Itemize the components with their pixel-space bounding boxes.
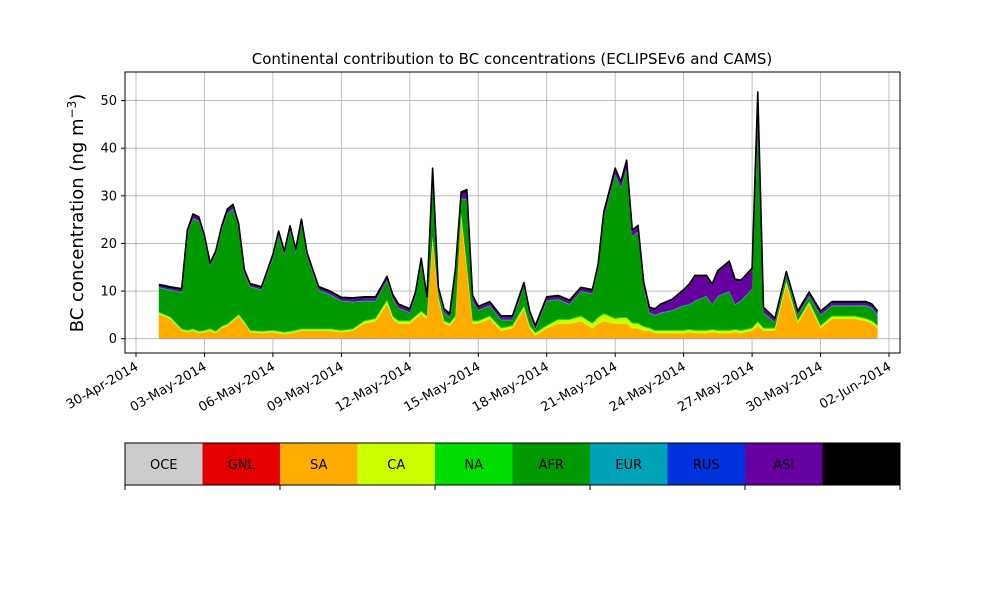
x-tick-label: 09-May-2014 — [265, 359, 347, 415]
legend-label-sa: SA — [310, 458, 327, 473]
legend-swatch-eur — [590, 443, 668, 485]
legend-label-ca: CA — [387, 458, 405, 473]
x-axis-ticks: 30-Apr-201403-May-201406-May-201409-May-… — [64, 353, 894, 415]
legend-label-oce: OCE — [150, 458, 178, 473]
legend-label-rus: RUS — [693, 458, 720, 473]
x-tick-label: 06-May-2014 — [196, 359, 278, 415]
legend-swatch-rus — [667, 443, 745, 485]
area-afr — [158, 130, 878, 333]
legend-swatch-ca — [357, 443, 435, 485]
y-tick-label: 20 — [100, 237, 117, 252]
x-tick-label: 03-May-2014 — [128, 359, 210, 415]
y-axis-label-close: ) — [67, 94, 88, 101]
legend-label-aus: AUS — [848, 458, 875, 473]
legend-swatch-asi — [745, 443, 823, 485]
plot-frame — [124, 71, 901, 354]
y-tick-label: 30 — [100, 189, 117, 204]
x-tick-label: 30-May-2014 — [744, 359, 826, 415]
stacked-areas — [158, 92, 878, 339]
legend-swatch-gnl — [202, 443, 280, 485]
legend-label-afr: AFR — [539, 458, 564, 473]
legend-swatch-sa — [280, 443, 358, 485]
total-line — [158, 91, 879, 327]
y-tick-label: 10 — [100, 285, 117, 300]
legend-label-gnl: GNL — [228, 458, 256, 473]
legend-swatch-oce — [125, 443, 203, 485]
x-tick-label: 02-Jun-2014 — [817, 359, 894, 412]
y-axis-ticks: 0 10 20 30 40 50 — [100, 94, 125, 347]
x-tick-label: 18-May-2014 — [470, 359, 552, 415]
y-axis-label-main: BC concentration (ng m — [67, 118, 88, 332]
y-axis-label: BC concentration (ng m−3) — [65, 94, 88, 333]
y-tick-label: 40 — [100, 142, 117, 157]
legend-label-asi: ASI — [773, 458, 794, 473]
legend-swatch-na — [435, 443, 513, 485]
x-tick-label: 15-May-2014 — [402, 359, 484, 415]
legend-frame — [124, 442, 901, 486]
chart-title: Continental contribution to BC concentra… — [252, 50, 773, 68]
legend-swatch-aus — [822, 443, 900, 485]
legend-swatch-afr — [512, 443, 590, 485]
area-na — [158, 213, 878, 334]
color-legend: OCE GNL SA CA NA AFR EUR RUS ASI AUS — [124, 442, 901, 490]
x-tick-label: 27-May-2014 — [675, 359, 757, 415]
x-tick-label: 21-May-2014 — [539, 359, 621, 415]
x-tick-label: 24-May-2014 — [607, 359, 689, 415]
x-tick-label: 12-May-2014 — [333, 359, 415, 415]
area-sa — [158, 218, 878, 338]
y-tick-label: 50 — [100, 94, 117, 109]
legend-label-na: NA — [464, 458, 483, 473]
legend-label-eur: EUR — [615, 458, 642, 473]
total-outline — [158, 91, 879, 327]
y-tick-label: 0 — [109, 332, 117, 347]
y-axis-label-unit-exponent: −3 — [65, 101, 79, 119]
